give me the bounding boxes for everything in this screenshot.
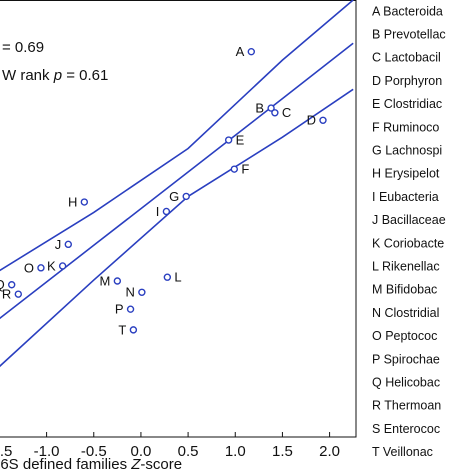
point-label: L — [174, 270, 181, 285]
point — [230, 165, 239, 173]
point-label: J — [55, 237, 62, 252]
point — [162, 207, 171, 216]
point — [271, 109, 279, 117]
legend-entry: A Bacteroida — [372, 4, 443, 18]
point — [163, 273, 172, 281]
point — [182, 192, 190, 201]
point — [138, 288, 146, 296]
point-label: C — [282, 105, 291, 120]
legend-entry: F Ruminoco — [372, 120, 439, 134]
point — [224, 136, 233, 144]
point-label: O — [24, 260, 34, 275]
point — [247, 47, 255, 56]
point-label: T — [118, 322, 126, 337]
ci-upper — [0, 0, 354, 272]
point-label: I — [156, 204, 160, 219]
point — [64, 240, 72, 249]
point — [80, 198, 89, 206]
legend-entry: J Bacillaceae — [372, 213, 446, 227]
legend-entry: G Lachnospi — [372, 143, 442, 157]
legend-entry: M Bifidobac — [372, 283, 437, 297]
annotation-part: W rank — [2, 67, 54, 84]
legend-entry: L Rikenellac — [372, 259, 440, 273]
x-tick-label: -1.0 — [34, 443, 60, 460]
x-axis-label-part: 16S defined families — [0, 456, 131, 473]
legend-entry: K Coriobacte — [372, 236, 444, 250]
point-label: G — [169, 189, 179, 204]
legend-entry: I Eubacteria — [372, 190, 439, 204]
fit-line — [0, 42, 354, 320]
legend-entry: R Thermoan — [372, 399, 441, 413]
point — [267, 104, 275, 112]
point-label: H — [68, 194, 77, 209]
point-label: A — [236, 44, 245, 59]
point-label: M — [100, 273, 111, 288]
x-tick-label: -0.5 — [81, 443, 107, 460]
point — [319, 116, 327, 124]
annotation-part: = 0.61 — [62, 67, 108, 84]
legend-entry: T Veillonac — [372, 445, 433, 459]
x-tick-label: 0.0 — [130, 443, 151, 460]
legend-entry: O Peptococ — [372, 329, 437, 343]
legend-entry: D Porphyron — [372, 74, 442, 88]
point-label: K — [47, 258, 56, 273]
point-label: B — [255, 101, 264, 116]
legend-entry: Q Helicobac — [372, 375, 440, 389]
point — [113, 277, 122, 285]
point-label: N — [125, 285, 134, 300]
x-tick-label: -1.5 — [0, 443, 12, 460]
point-label: P — [115, 302, 124, 317]
point — [37, 264, 45, 272]
annotation-part: p — [53, 67, 62, 84]
legend-entry: S Enterococ — [372, 422, 440, 436]
point-label: D — [307, 113, 316, 128]
x-axis-label: 16S defined families Z-score — [0, 456, 182, 473]
point — [126, 305, 135, 313]
legend-entry: B Prevotellac — [372, 27, 446, 41]
point — [58, 262, 67, 270]
point-label: E — [236, 132, 245, 147]
ci-lower — [0, 88, 354, 368]
legend-entry: N Clostridial — [372, 306, 439, 320]
x-tick-label: 2.0 — [319, 443, 340, 460]
legend-entry: P Spirochae — [372, 352, 440, 366]
legend-entry: H Erysipelot — [372, 167, 440, 181]
annotation: = 0.69 — [2, 39, 44, 56]
point — [14, 290, 22, 298]
annotation: W rank p = 0.61 — [2, 67, 108, 84]
point-label: R — [2, 287, 11, 302]
point — [7, 281, 16, 289]
x-axis-label-part: -score — [140, 456, 182, 473]
plot-frame — [0, 0, 357, 438]
point-label: F — [241, 162, 249, 177]
x-tick-label: 0.5 — [178, 443, 199, 460]
point — [129, 326, 138, 334]
x-tick-label: 1.0 — [225, 443, 246, 460]
point-label: Q — [0, 277, 5, 292]
x-tick-label: 1.5 — [272, 443, 293, 460]
legend-entry: C Lactobacil — [372, 51, 441, 65]
legend-entry: E Clostridiac — [372, 97, 442, 111]
x-axis-label-part: Z — [130, 456, 141, 473]
